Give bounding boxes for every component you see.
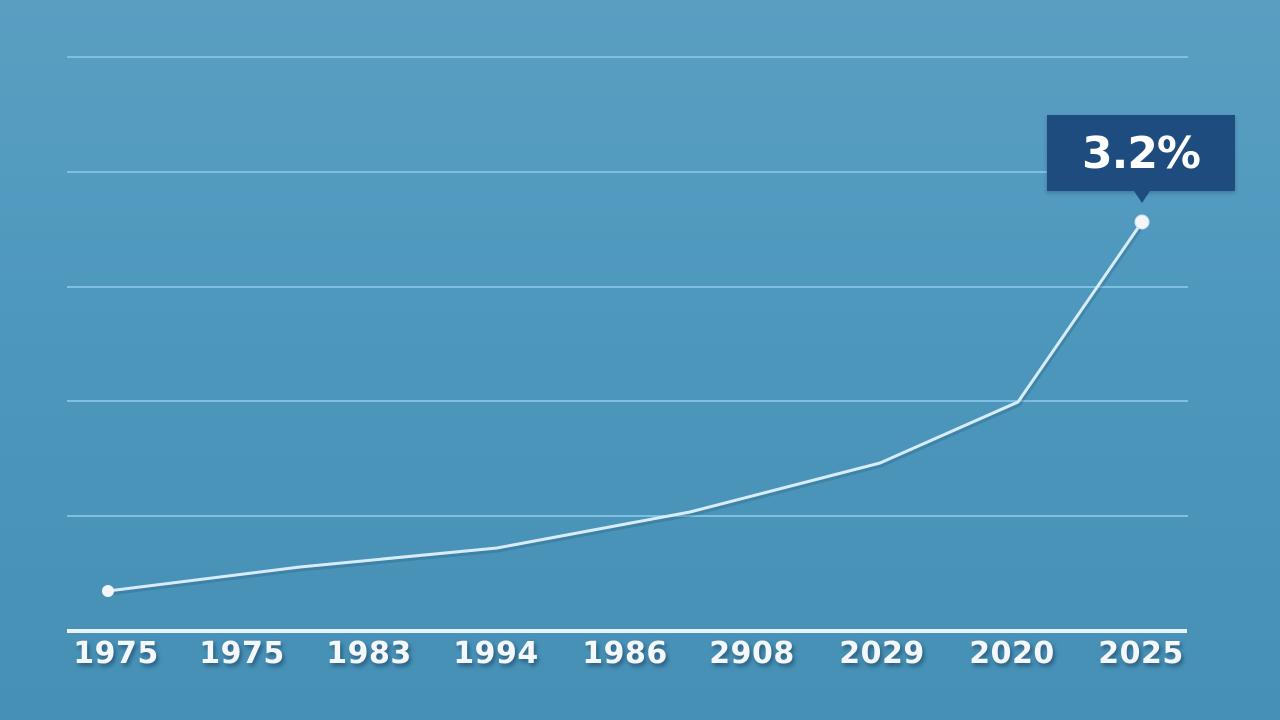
x-axis-label: 2908 bbox=[709, 636, 795, 671]
x-axis-labels: 1975 1975 1983 1994 1986 2908 2029 2020 … bbox=[0, 636, 1280, 680]
x-axis-label: 2020 bbox=[969, 636, 1055, 671]
value-callout: 3.2% bbox=[1047, 115, 1235, 203]
x-axis-label: 1994 bbox=[453, 636, 539, 671]
x-axis-label: 1986 bbox=[582, 636, 668, 671]
x-axis-label: 1975 bbox=[199, 636, 285, 671]
callout-value: 3.2% bbox=[1081, 127, 1201, 179]
series-line-shadow bbox=[108, 222, 1146, 596]
x-axis-label: 1975 bbox=[73, 636, 159, 671]
x-axis-label: 2029 bbox=[839, 636, 925, 671]
end-point-marker bbox=[1134, 214, 1150, 230]
x-axis-label: 1983 bbox=[326, 636, 412, 671]
start-point-marker bbox=[102, 585, 114, 597]
x-axis-label: 2025 bbox=[1098, 636, 1184, 671]
series-line bbox=[107, 221, 1144, 593]
gridlines bbox=[67, 56, 1188, 517]
